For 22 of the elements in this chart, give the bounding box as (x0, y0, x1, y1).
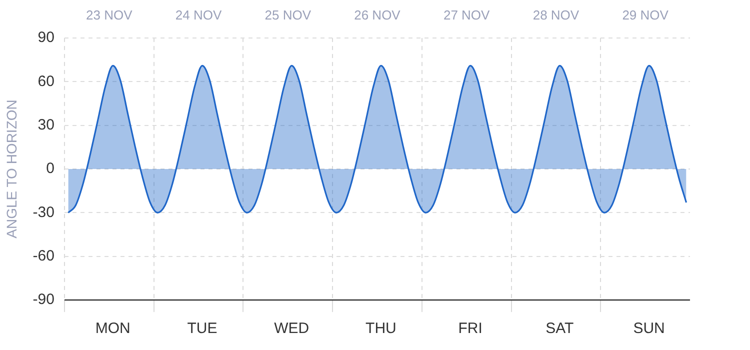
y-tick-label: -30 (32, 204, 54, 221)
text: 27 NOV (443, 8, 490, 23)
y-tick-label: -60 (32, 247, 54, 264)
text: 24 NOV (175, 8, 222, 23)
x-tick-label: MON (95, 320, 130, 338)
x-tick-label: WED (274, 320, 310, 338)
y-axis-title: ANGLE TO HORIZON (3, 100, 20, 238)
text: 28 NOV (532, 8, 580, 23)
text: 29 NOV (622, 8, 669, 23)
x-tick-label: FRI (458, 320, 482, 338)
y-tick-label: 30 (38, 116, 54, 134)
y-tick-label: 60 (38, 72, 54, 90)
text: 23 NOV (86, 8, 133, 23)
text: 25 NOV (264, 8, 312, 23)
y-tick-label: 0 (46, 160, 54, 178)
y-tick-label: -90 (32, 291, 54, 308)
y-tick-label: 90 (38, 29, 54, 46)
text: 26 NOV (354, 8, 401, 23)
x-tick-label: THU (366, 320, 396, 338)
x-tick-label: TUE (187, 320, 218, 338)
x-tick-label: SAT (546, 320, 574, 338)
x-tick-label: SUN (633, 320, 665, 338)
